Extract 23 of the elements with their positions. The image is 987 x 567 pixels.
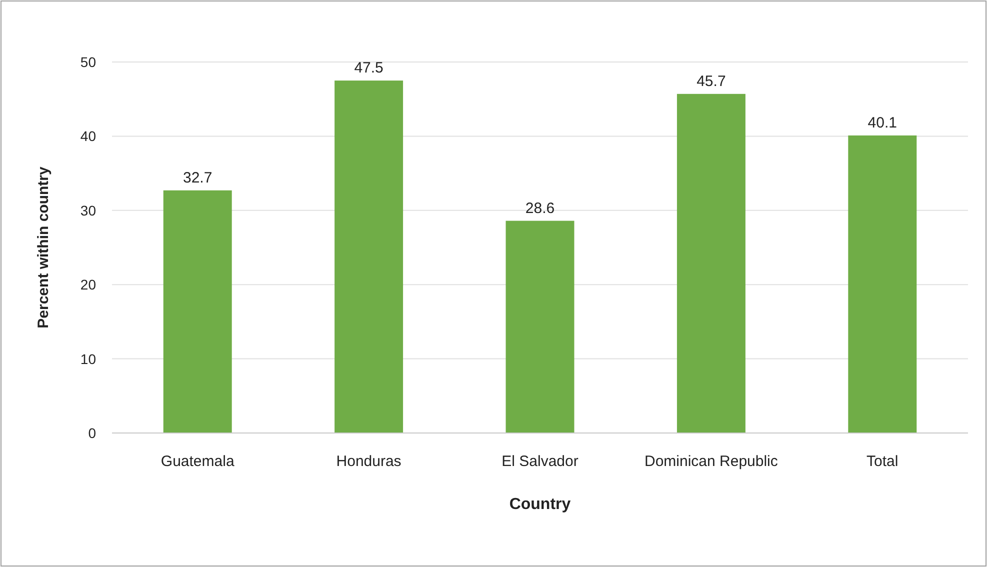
y-tick-label: 30 (80, 202, 96, 218)
y-tick-label: 20 (80, 276, 96, 293)
bar (163, 190, 232, 433)
bar (676, 94, 746, 433)
x-tick-label: Guatemala (160, 453, 235, 470)
x-tick-label: El Salvador (502, 453, 578, 470)
bar (506, 220, 574, 433)
data-label: 32.7 (183, 169, 212, 186)
y-tick-label: 10 (80, 350, 96, 367)
x-tick-label: Total (866, 453, 898, 470)
data-label: 40.1 (868, 114, 897, 132)
y-tick-label: 50 (80, 54, 96, 70)
y-axis-title: Percent within country (35, 166, 52, 328)
y-tick-label: 40 (80, 128, 96, 144)
x-tick-label: Honduras (336, 453, 402, 470)
data-label: 47.5 (354, 60, 384, 77)
bar (334, 80, 404, 433)
y-tick-label: 0 (88, 425, 96, 441)
data-label: 45.7 (696, 72, 726, 90)
x-axis-title: Country (509, 496, 571, 513)
data-label: 28.6 (525, 200, 555, 217)
x-tick-label: Dominican Republic (644, 453, 778, 470)
bar (848, 135, 917, 433)
